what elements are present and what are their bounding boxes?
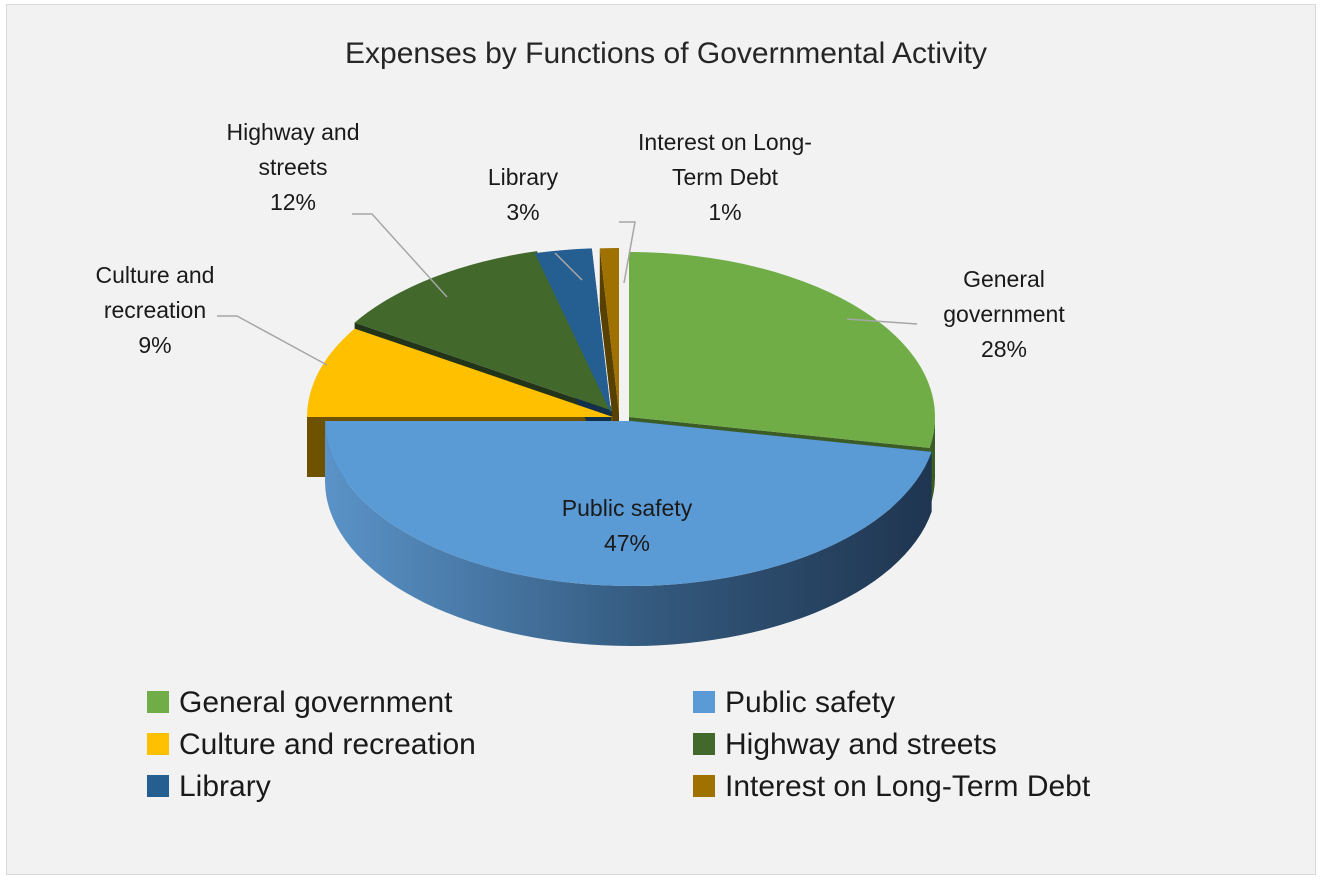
pie-slice — [534, 248, 611, 413]
pie-slice — [354, 251, 613, 411]
pie-chart: Expenses by Functions of Governmental Ac… — [96, 37, 1091, 803]
legend-swatch — [693, 691, 715, 713]
legend-label: Culture and recreation — [179, 728, 476, 761]
leader-lines — [217, 213, 918, 366]
leader-line — [554, 252, 583, 281]
legend-label: Public safety — [725, 686, 895, 719]
data-label: General government 28% — [943, 266, 1065, 362]
pie-slices — [307, 248, 935, 586]
pie-slice — [307, 328, 613, 417]
pie-slice — [325, 421, 932, 586]
pie-slice-wall — [599, 248, 619, 473]
pie-slice — [629, 252, 935, 448]
leader-line — [352, 213, 448, 298]
data-label: Public safety 47% — [562, 495, 693, 556]
legend-swatch — [693, 733, 715, 755]
legend-item: Public safety — [693, 686, 895, 719]
legend-label: General government — [179, 686, 453, 719]
legend-item: Library — [147, 770, 271, 803]
leader-line — [846, 318, 918, 325]
legend-swatch — [147, 733, 169, 755]
chart-title: Expenses by Functions of Governmental Ac… — [345, 37, 987, 70]
legend-swatch — [693, 775, 715, 797]
leader-line — [217, 315, 328, 366]
legend-label: Highway and streets — [725, 728, 997, 761]
legend-item: Highway and streets — [693, 728, 997, 761]
legend-item: Culture and recreation — [147, 728, 476, 761]
data-label: Interest on Long-Term Debt 1% — [638, 129, 812, 225]
data-label: Culture and recreation 9% — [96, 262, 215, 358]
legend-item: General government — [147, 686, 453, 719]
pie-slice-side — [325, 421, 932, 646]
legend-label: Interest on Long-Term Debt — [725, 770, 1091, 803]
legend-item: Interest on Long-Term Debt — [693, 770, 1091, 803]
legend: General government Public safety Culture a… — [147, 686, 1091, 803]
legend-swatch — [147, 691, 169, 713]
legend-swatch — [147, 775, 169, 797]
data-labels: General government 28% Public safety 47% Cult… — [96, 119, 1066, 556]
legend-label: Library — [179, 770, 271, 803]
pie-slice — [599, 248, 619, 413]
data-label: Library 3% — [488, 164, 559, 225]
chart-area: Expenses by Functions of Governmental Ac… — [6, 4, 1316, 875]
leader-line — [619, 221, 636, 284]
data-label: Highway and streets 12% — [227, 119, 360, 215]
